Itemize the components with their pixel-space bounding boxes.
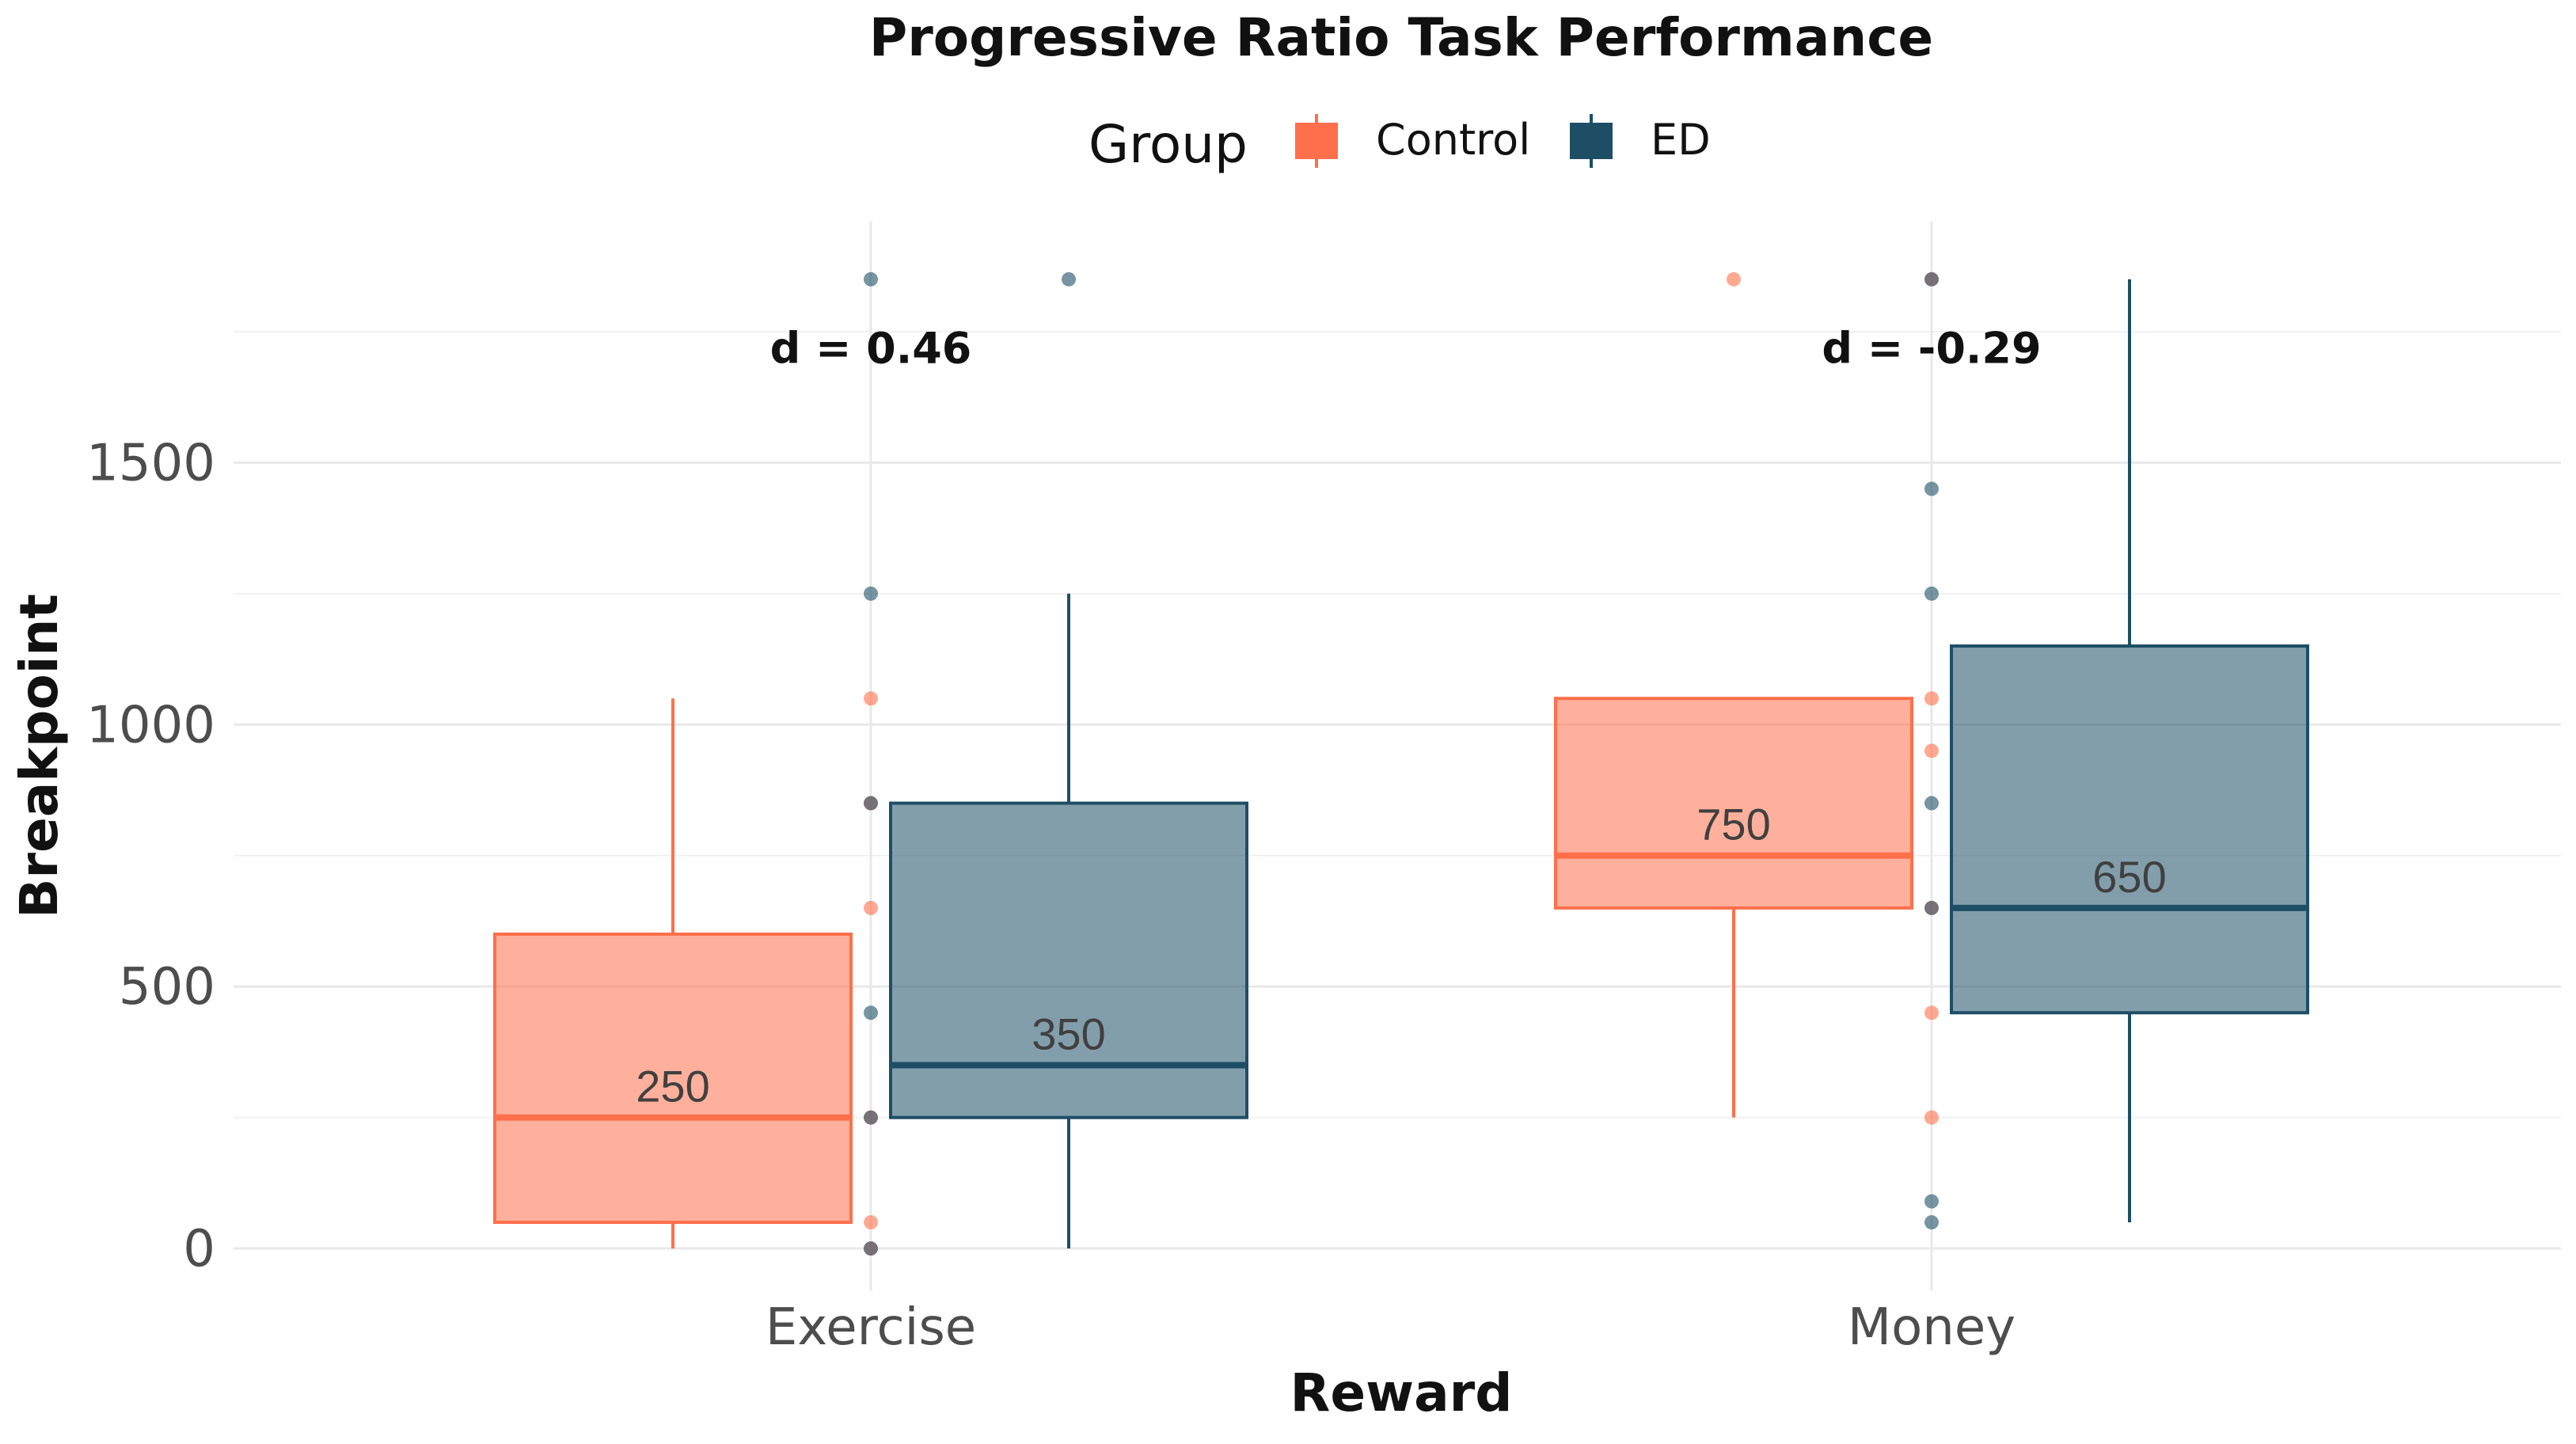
x-tick-label: Exercise — [766, 1298, 976, 1357]
iqr-box — [1554, 697, 1913, 910]
effect-size-label: d = 0.46 — [770, 324, 972, 374]
boxplot-ed-money — [1950, 279, 2309, 1222]
jitter-point-control — [1924, 1005, 1939, 1020]
jitter-point-control — [864, 1214, 878, 1229]
boxplot-ed-exercise — [889, 593, 1248, 1249]
y-tick-label: 0 — [183, 1220, 215, 1279]
jitter-point-ed — [1924, 272, 1939, 287]
jitter-point-ed — [1924, 1194, 1939, 1209]
jitter-point-control — [1924, 691, 1939, 706]
x-axis-ticks: Exercise Money — [766, 1298, 2016, 1357]
boxplot-control-exercise — [493, 698, 853, 1249]
outlier-point-ed — [1062, 272, 1076, 287]
jitter-point-ed — [864, 1005, 878, 1020]
y-tick-label: 1500 — [86, 434, 215, 492]
y-tick-label: 1000 — [86, 696, 215, 754]
median-label: 750 — [1696, 800, 1770, 849]
jitter-point-ed — [864, 272, 878, 287]
jitter-point-ed — [864, 1110, 878, 1125]
iqr-box — [493, 933, 853, 1224]
outlier-point-control — [1727, 272, 1741, 287]
y-axis-title: Breakpoint — [9, 594, 70, 918]
effect-size-annotations: d = 0.46 d = -0.29 — [770, 324, 2042, 374]
x-tick-label: Money — [1848, 1298, 2016, 1357]
effect-size-label: d = -0.29 — [1822, 324, 2041, 374]
jitter-point-ed — [864, 586, 878, 601]
boxplots — [493, 279, 2309, 1249]
iqr-box — [889, 801, 1248, 1119]
median-label: 250 — [636, 1062, 709, 1112]
median-labels: 250 750 350 650 — [636, 800, 2166, 1112]
legend: Group Control ED — [1089, 114, 1711, 175]
jitter-point-control — [1924, 1110, 1939, 1125]
jitter-point-control — [864, 900, 878, 915]
y-axis-ticks: 0 500 1000 1500 — [86, 434, 215, 1279]
jitter-point-ed — [1924, 900, 1939, 915]
jitter-point-ed — [1924, 481, 1939, 496]
jitter-point-ed — [864, 796, 878, 811]
x-axis-title: Reward — [1290, 1362, 1513, 1423]
jitter-point-ed — [864, 1241, 878, 1256]
jitter-point-ed — [1924, 796, 1939, 811]
boxplot-control-money — [1554, 697, 1913, 1118]
median-label: 350 — [1032, 1009, 1105, 1058]
jitter-point-control — [864, 691, 878, 706]
data-points — [864, 272, 1939, 1256]
jitter-point-control — [1924, 743, 1939, 758]
legend-entry-ed: ED — [1570, 114, 1711, 168]
jitter-point-ed — [1924, 586, 1939, 601]
legend-label-ed: ED — [1651, 115, 1711, 165]
median-label: 650 — [2092, 852, 2166, 902]
iqr-box — [1950, 644, 2309, 1015]
legend-title: Group — [1089, 114, 1248, 175]
y-tick-label: 500 — [119, 958, 215, 1016]
jitter-point-ed — [1924, 1214, 1939, 1229]
legend-label-control: Control — [1376, 115, 1530, 165]
chart-title: Progressive Ratio Task Performance — [869, 7, 1933, 68]
legend-entry-control: Control — [1295, 114, 1530, 168]
